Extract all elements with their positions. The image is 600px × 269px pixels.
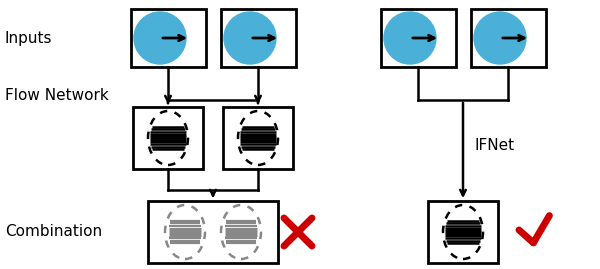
Bar: [221, 9, 296, 67]
Text: Flow Network: Flow Network: [5, 87, 109, 102]
Bar: [470, 9, 545, 67]
Ellipse shape: [384, 12, 436, 64]
Ellipse shape: [224, 12, 276, 64]
Bar: [133, 107, 203, 169]
Text: Combination: Combination: [5, 225, 102, 239]
Bar: [380, 9, 455, 67]
Text: Inputs: Inputs: [5, 30, 53, 45]
Ellipse shape: [134, 12, 186, 64]
Bar: [223, 107, 293, 169]
Text: IFNet: IFNet: [475, 137, 515, 153]
Ellipse shape: [474, 12, 526, 64]
Bar: [148, 201, 278, 263]
Bar: [131, 9, 205, 67]
Bar: [428, 201, 498, 263]
